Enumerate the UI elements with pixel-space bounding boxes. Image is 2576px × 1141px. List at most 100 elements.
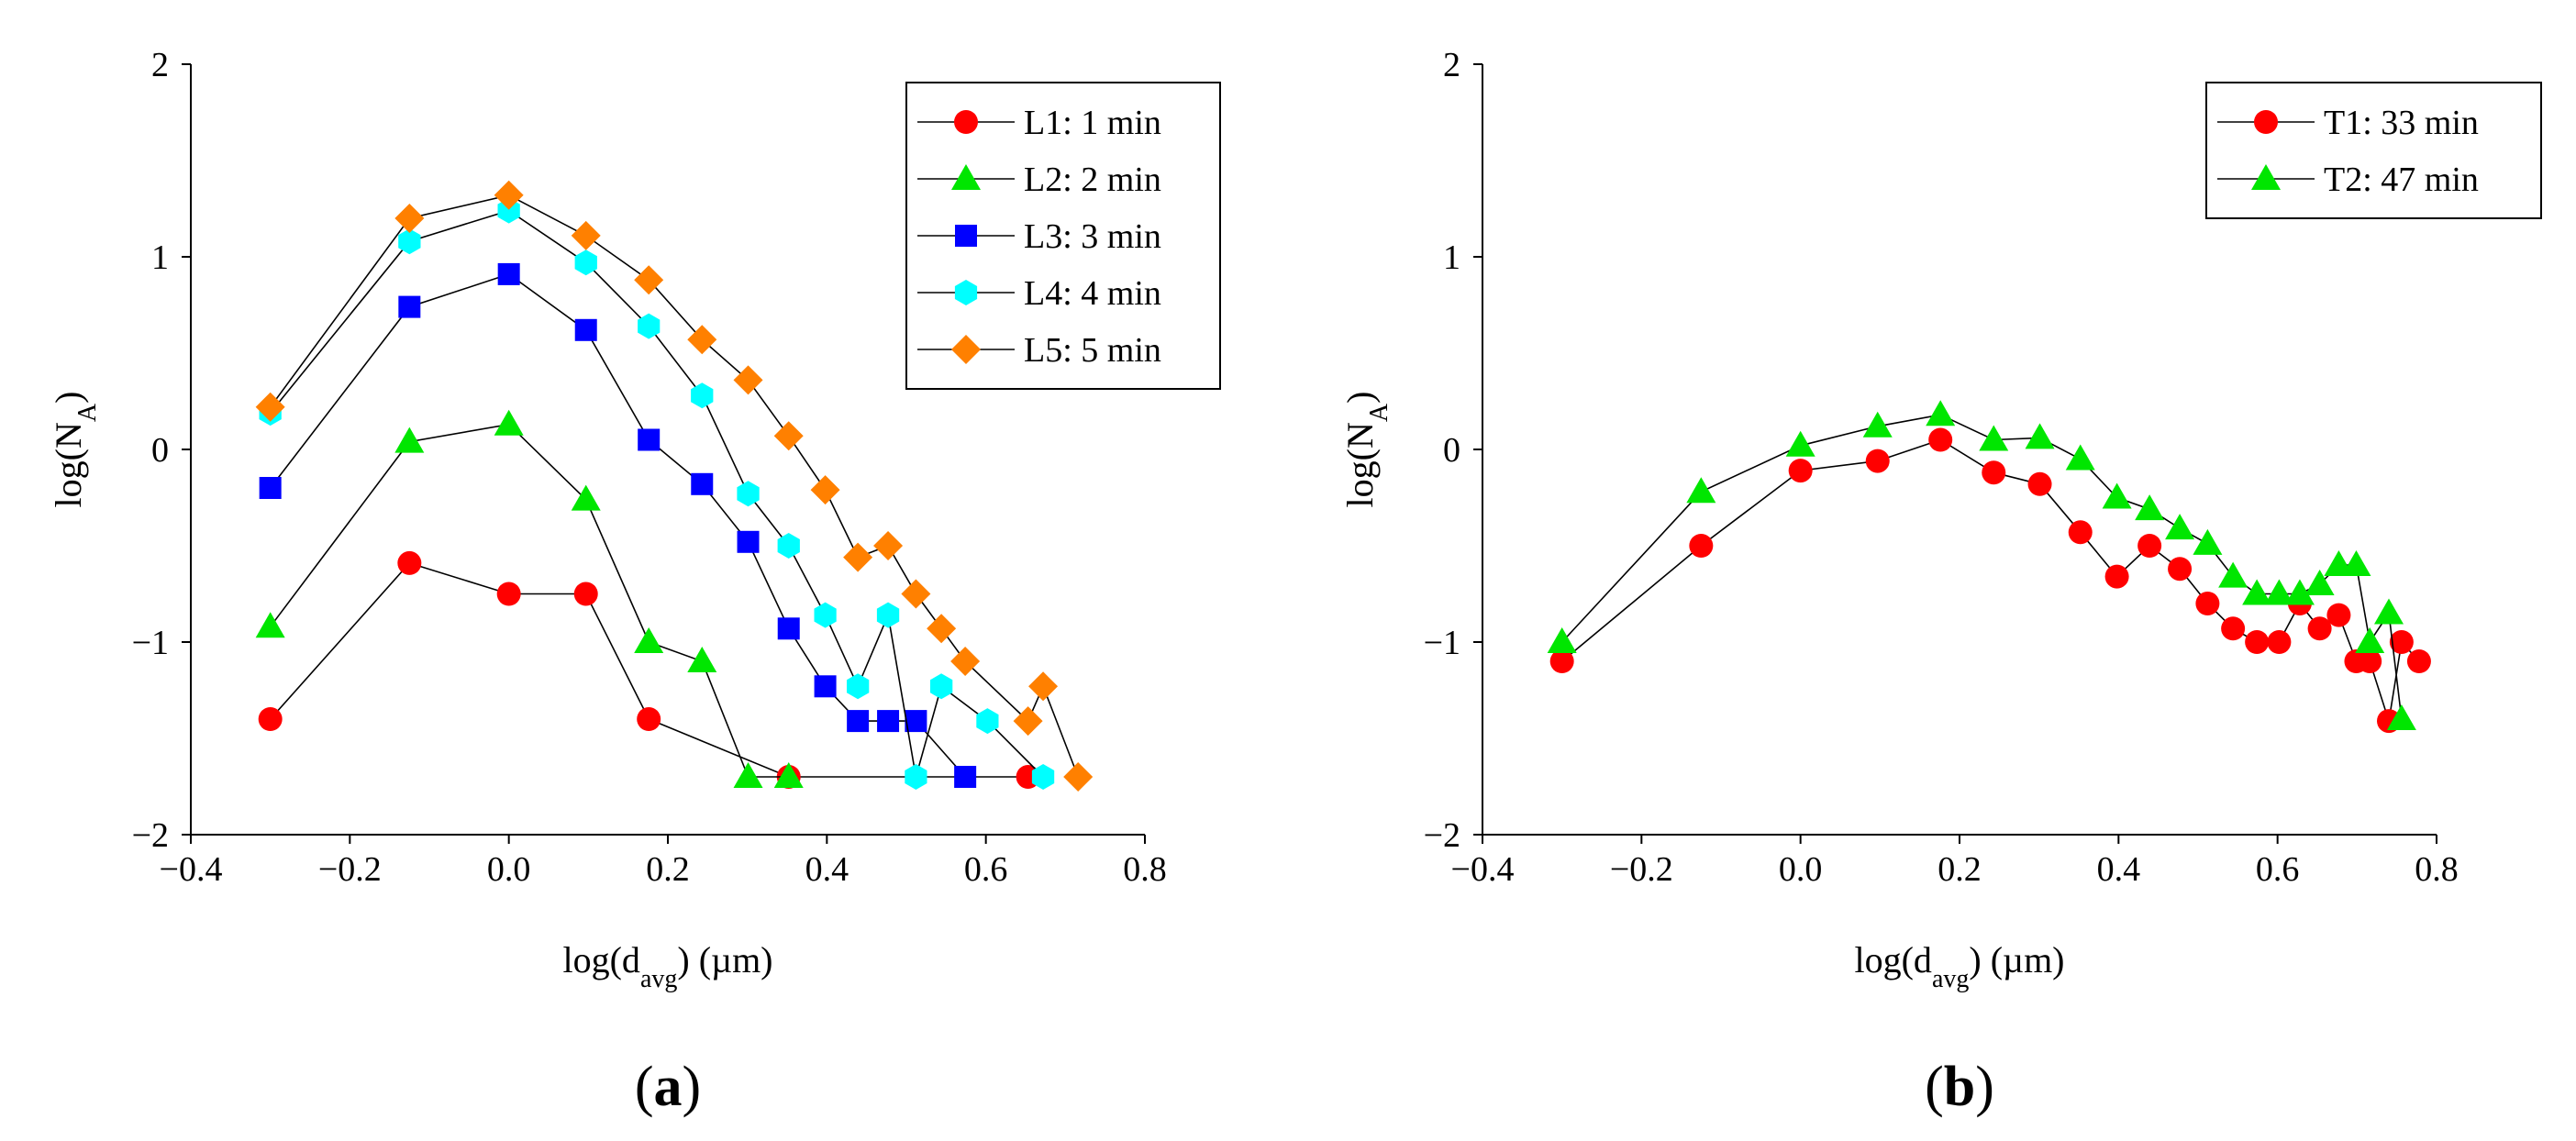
x-tick-label: 0.2 bbox=[1938, 850, 1982, 889]
data-point-L3 bbox=[877, 710, 900, 733]
x-tick-label: 0.6 bbox=[2256, 850, 2300, 889]
legend-label: T1: 33 min bbox=[2324, 104, 2479, 142]
data-point-T2 bbox=[2304, 570, 2335, 595]
data-point-L4 bbox=[777, 533, 800, 559]
data-point-L4 bbox=[638, 313, 661, 339]
data-point-T1 bbox=[2245, 630, 2270, 654]
legend-marker bbox=[2251, 164, 2281, 190]
data-point-L1 bbox=[637, 707, 661, 731]
y-tick-label: 2 bbox=[151, 46, 169, 84]
data-point-T1 bbox=[2168, 557, 2193, 582]
data-point-T1 bbox=[1689, 534, 1714, 558]
data-point-L1 bbox=[258, 707, 283, 731]
data-point-L5 bbox=[494, 180, 524, 210]
data-point-L5 bbox=[1013, 706, 1043, 737]
y-tick-label: −2 bbox=[132, 816, 169, 855]
y-tick-label: 0 bbox=[151, 431, 169, 470]
data-point-L5 bbox=[1028, 671, 1059, 702]
data-point-L3 bbox=[905, 710, 927, 733]
data-point-T2 bbox=[2065, 444, 2095, 471]
legend-box bbox=[2205, 82, 2542, 219]
data-point-L4 bbox=[905, 764, 927, 790]
data-point-L1 bbox=[573, 582, 598, 606]
data-point-L4 bbox=[930, 673, 953, 700]
data-point-L4 bbox=[574, 249, 597, 276]
data-point-T1 bbox=[2221, 616, 2246, 641]
data-point-T1 bbox=[2307, 616, 2332, 641]
data-point-T2 bbox=[1785, 430, 1815, 457]
data-point-L3 bbox=[691, 472, 714, 495]
data-point-L5 bbox=[394, 204, 425, 233]
legend-marker bbox=[954, 110, 978, 134]
data-point-T2 bbox=[2242, 579, 2272, 605]
data-point-T2 bbox=[2355, 627, 2385, 653]
data-point-T1 bbox=[2326, 603, 2351, 627]
data-point-L5 bbox=[634, 265, 664, 295]
data-point-L3 bbox=[259, 477, 282, 499]
y-axis-title: log(NA) bbox=[48, 392, 102, 508]
data-point-T2 bbox=[2135, 494, 2165, 521]
x-tick-label: 0.6 bbox=[964, 850, 1008, 889]
x-tick-label: 0.4 bbox=[2097, 850, 2141, 889]
data-point-L4 bbox=[1031, 764, 1055, 790]
data-point-L2 bbox=[494, 409, 524, 436]
data-point-L5 bbox=[571, 220, 601, 250]
x-axis-title: log(davg) (µm) bbox=[1855, 939, 2065, 993]
data-point-T1 bbox=[1982, 460, 2006, 485]
data-point-T1 bbox=[1788, 459, 1813, 483]
x-axis-title: log(davg) (µm) bbox=[563, 939, 773, 993]
legend-label: L2: 2 min bbox=[1024, 161, 1161, 199]
data-point-T2 bbox=[2264, 579, 2294, 605]
data-point-T2 bbox=[2165, 514, 2195, 540]
data-point-T2 bbox=[1979, 425, 2009, 451]
data-point-L4 bbox=[976, 708, 999, 735]
data-point-L1 bbox=[397, 550, 422, 575]
legend-label: L3: 3 min bbox=[1024, 217, 1161, 256]
data-point-T1 bbox=[2389, 630, 2414, 654]
data-point-L3 bbox=[847, 710, 870, 733]
y-tick-label: −2 bbox=[1424, 816, 1460, 855]
data-point-L3 bbox=[638, 428, 661, 451]
data-point-T2 bbox=[1686, 477, 1716, 504]
legend-label: L5: 5 min bbox=[1024, 331, 1161, 370]
data-point-T1 bbox=[1928, 427, 1953, 452]
data-point-L3 bbox=[777, 617, 800, 640]
data-point-L5 bbox=[873, 531, 904, 560]
data-point-L4 bbox=[398, 228, 421, 255]
data-point-L4 bbox=[691, 382, 714, 409]
data-point-T1 bbox=[2068, 520, 2093, 545]
x-tick-label: 0.2 bbox=[646, 850, 690, 889]
data-point-L4 bbox=[737, 481, 760, 507]
data-point-L3 bbox=[398, 295, 421, 318]
chart-panel-a: −0.4 −0.2 0.0 0.2 0.4 0.6 0.8 −2 −1 0 1 2 log(davg) … bbox=[48, 46, 1221, 1118]
legend-marker bbox=[951, 335, 981, 364]
y-tick-label: 1 bbox=[151, 238, 169, 277]
x-tick-label: −0.4 bbox=[1451, 850, 1515, 889]
data-point-T1 bbox=[2267, 630, 2292, 654]
x-tick-label: 0.0 bbox=[487, 850, 531, 889]
x-tick-label: −0.2 bbox=[318, 850, 382, 889]
data-point-L5 bbox=[950, 647, 981, 676]
y-tick-label: −1 bbox=[1424, 624, 1460, 662]
data-point-L5 bbox=[687, 325, 717, 355]
data-point-T2 bbox=[1862, 411, 1893, 438]
data-point-L1 bbox=[496, 582, 521, 606]
x-tick-label: 0.0 bbox=[1779, 850, 1823, 889]
data-point-L4 bbox=[814, 602, 837, 628]
data-point-T1 bbox=[2358, 649, 2382, 673]
series-line-T2 bbox=[1561, 414, 2403, 720]
data-point-T1 bbox=[2104, 564, 2129, 589]
data-point-L5 bbox=[901, 579, 931, 609]
y-tick-label: −1 bbox=[132, 624, 169, 662]
series-line-L3 bbox=[270, 273, 966, 778]
data-point-L3 bbox=[574, 318, 597, 341]
data-point-T2 bbox=[2025, 423, 2055, 449]
data-point-T2 bbox=[2341, 550, 2371, 576]
data-point-T2 bbox=[2386, 704, 2416, 730]
chart-panel-b: −0.4 −0.2 0.0 0.2 0.4 0.6 0.8 −2 −1 0 1 2 log(davg) … bbox=[1339, 46, 2542, 1118]
legend-marker bbox=[951, 164, 981, 190]
data-point-T2 bbox=[2102, 482, 2132, 509]
x-tick-label: −0.2 bbox=[1610, 850, 1673, 889]
data-point-L2 bbox=[571, 484, 601, 511]
